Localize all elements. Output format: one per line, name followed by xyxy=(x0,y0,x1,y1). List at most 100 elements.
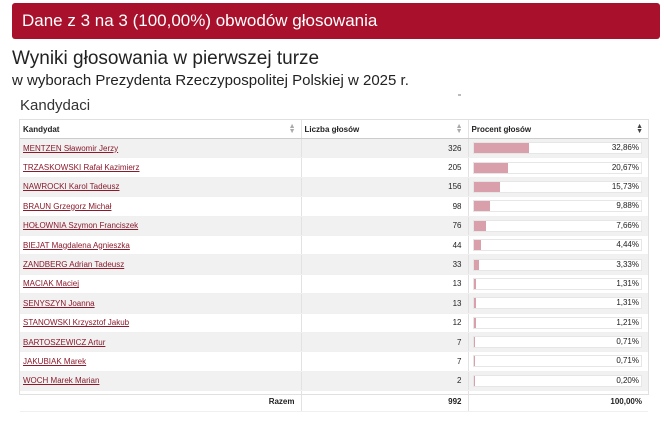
candidate-name-cell: ZANDBERG Adrian Tadeusz xyxy=(20,254,301,275)
column-header-label: Liczba głosów xyxy=(304,124,360,134)
percent-cell: 0,71% xyxy=(467,332,648,353)
sort-icon[interactable]: ▲ ▼ xyxy=(455,123,463,135)
percent-bar: 1,31% xyxy=(472,297,642,310)
votes-cell: 156 xyxy=(300,177,468,198)
percent-cell: 20,67% xyxy=(467,157,648,178)
votes-cell: 98 xyxy=(300,196,468,217)
votes-cell: 205 xyxy=(300,157,468,178)
candidate-link[interactable]: TRZASKOWSKI Rafał Kazimierz xyxy=(23,163,140,173)
percent-label: 32,86% xyxy=(611,143,639,153)
votes-cell: 13 xyxy=(300,274,468,295)
column-header-percent[interactable]: Procent głosów ▲ ▼ xyxy=(467,120,648,139)
candidate-link[interactable]: SENYSZYN Joanna xyxy=(23,298,95,308)
votes-cell: 44 xyxy=(300,235,468,256)
table-row: HOŁOWNIA Szymon Franciszek 76 7,66% xyxy=(20,216,648,236)
candidates-table: Kandydat ▲ ▼ Liczba głosów ▲ ▼ Procent gło… xyxy=(20,120,648,413)
percent-cell: 7,66% xyxy=(467,216,648,236)
candidate-link[interactable]: MENTZEN Sławomir Jerzy xyxy=(23,143,119,153)
votes-cell: 76 xyxy=(300,216,468,236)
percent-bar: 3,33% xyxy=(472,258,642,271)
percent-bar: 4,44% xyxy=(472,239,642,252)
percent-cell: 32,86% xyxy=(467,138,648,159)
percent-bar-fill xyxy=(473,240,481,251)
percent-cell: 1,31% xyxy=(467,293,648,314)
candidate-link[interactable]: NAWROCKI Karol Tadeusz xyxy=(23,182,120,192)
votes-cell: 326 xyxy=(300,138,468,159)
candidate-name-cell: MENTZEN Sławomir Jerzy xyxy=(20,138,301,159)
percent-bar: 0,71% xyxy=(472,336,642,349)
candidate-name-cell: SENYSZYN Joanna xyxy=(20,293,301,314)
percent-bar: 0,20% xyxy=(472,374,642,387)
candidate-link[interactable]: HOŁOWNIA Szymon Franciszek xyxy=(23,221,139,231)
page-subtitle: w wyborach Prezydenta Rzeczypospolitej P… xyxy=(12,72,409,89)
sort-icon[interactable]: ▲ ▼ xyxy=(288,123,296,135)
total-label: Razem xyxy=(20,390,301,413)
table-row: MACIAK Maciej 13 1,31% xyxy=(20,274,648,295)
candidate-link[interactable]: STANOWSKI Krzysztof Jakub xyxy=(23,318,130,328)
percent-label: 1,31% xyxy=(616,298,639,308)
percent-label: 20,67% xyxy=(611,162,639,172)
percent-cell: 1,31% xyxy=(467,274,648,295)
table-row: JAKUBIAK Marek 7 0,71% xyxy=(20,351,648,372)
table-row: STANOWSKI Krzysztof Jakub 12 1,21% xyxy=(20,313,648,333)
data-coverage-banner: Dane z 3 na 3 (100,00%) obwodów głosowan… xyxy=(12,3,660,39)
percent-label: 7,66% xyxy=(616,220,639,230)
votes-cell: 7 xyxy=(300,332,468,353)
votes-cell: 2 xyxy=(300,371,468,392)
candidate-link[interactable]: BRAUN Grzegorz Michał xyxy=(23,201,112,211)
total-row: Razem 992 100,00% xyxy=(20,390,648,413)
percent-label: 0,20% xyxy=(616,375,639,385)
candidate-link[interactable]: JAKUBIAK Marek xyxy=(23,356,87,366)
candidate-link[interactable]: BARTOSZEWICZ Artur xyxy=(23,337,106,347)
percent-bar-fill xyxy=(473,143,529,154)
percent-bar: 20,67% xyxy=(472,161,642,174)
percent-label: 4,44% xyxy=(616,240,639,250)
percent-bar-fill xyxy=(473,337,475,348)
percent-bar: 0,71% xyxy=(472,355,642,368)
percent-label: 15,73% xyxy=(611,181,639,191)
column-header-candidate[interactable]: Kandydat ▲ ▼ xyxy=(20,120,301,139)
percent-cell: 1,21% xyxy=(467,313,648,333)
table-row: NAWROCKI Karol Tadeusz 156 15,73% xyxy=(20,177,648,198)
candidate-link[interactable]: WOCH Marek Marian xyxy=(23,376,100,386)
table-row: BRAUN Grzegorz Michał 98 9,88% xyxy=(20,196,648,217)
sort-desc-icon[interactable]: ▲ ▼ xyxy=(636,123,643,135)
percent-cell: 3,33% xyxy=(467,254,648,275)
percent-label: 1,31% xyxy=(616,278,639,288)
total-votes: 992 xyxy=(300,390,468,413)
votes-cell: 12 xyxy=(300,313,468,333)
candidate-name-cell: MACIAK Maciej xyxy=(20,274,301,295)
percent-label: 9,88% xyxy=(616,201,639,211)
votes-cell: 7 xyxy=(300,351,468,372)
percent-bar-fill xyxy=(473,201,491,212)
candidate-link[interactable]: MACIAK Maciej xyxy=(23,279,80,289)
percent-label: 1,21% xyxy=(616,317,639,327)
table-row: TRZASKOWSKI Rafał Kazimierz 205 20,67% xyxy=(20,157,648,178)
table-row: BIEJAT Magdalena Agnieszka 44 4,44% xyxy=(20,235,648,256)
candidate-link[interactable]: BIEJAT Magdalena Agnieszka xyxy=(23,240,130,250)
votes-cell: 33 xyxy=(300,254,468,275)
percent-cell: 9,88% xyxy=(467,196,648,217)
candidate-name-cell: TRZASKOWSKI Rafał Kazimierz xyxy=(20,157,301,178)
candidate-name-cell: BRAUN Grzegorz Michał xyxy=(20,196,301,217)
percent-bar-fill xyxy=(473,298,476,309)
table-row: BARTOSZEWICZ Artur 7 0,71% xyxy=(20,332,648,353)
percent-bar: 1,31% xyxy=(472,277,642,290)
page-title: Wyniki głosowania w pierwszej turze xyxy=(12,48,320,69)
table-row: WOCH Marek Marian 2 0,20% xyxy=(20,371,648,392)
percent-bar: 32,86% xyxy=(472,142,642,155)
percent-label: 0,71% xyxy=(616,337,639,347)
percent-cell: 4,44% xyxy=(467,235,648,256)
percent-bar: 9,88% xyxy=(472,200,642,213)
candidate-name-cell: NAWROCKI Karol Tadeusz xyxy=(20,177,301,198)
percent-bar-fill xyxy=(473,356,475,367)
percent-bar: 1,21% xyxy=(472,316,642,329)
candidate-link[interactable]: ZANDBERG Adrian Tadeusz xyxy=(23,260,125,270)
divider-dot xyxy=(458,94,461,96)
candidate-name-cell: STANOWSKI Krzysztof Jakub xyxy=(20,313,301,333)
column-header-votes[interactable]: Liczba głosów ▲ ▼ xyxy=(300,120,468,139)
table-row: ZANDBERG Adrian Tadeusz 33 3,33% xyxy=(20,254,648,275)
percent-cell: 0,71% xyxy=(467,351,648,372)
percent-bar-fill xyxy=(473,278,476,289)
percent-bar-fill xyxy=(473,162,509,173)
